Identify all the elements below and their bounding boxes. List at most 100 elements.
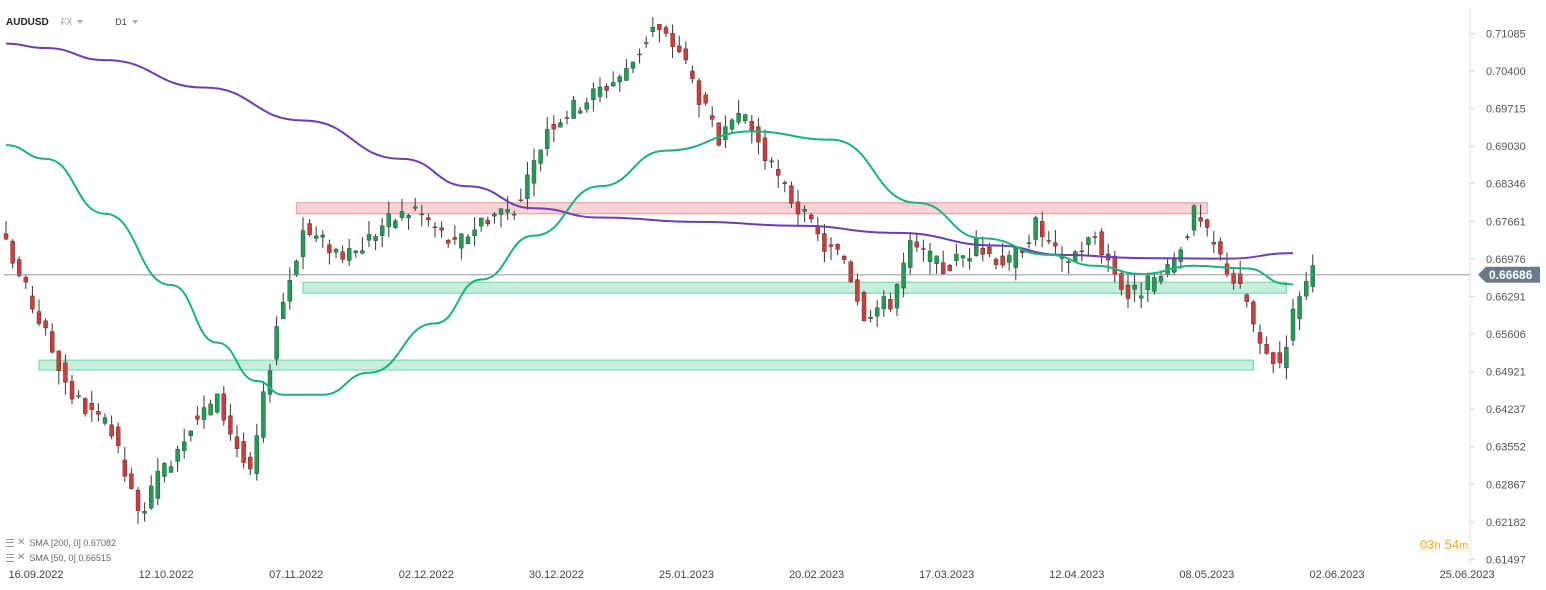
candle-body (380, 225, 385, 236)
candle-body (267, 370, 273, 395)
candle-body (934, 255, 939, 264)
candle-body (1152, 277, 1157, 292)
candle-body (353, 250, 358, 253)
candle-body (300, 230, 306, 257)
candle-body (1079, 250, 1085, 253)
candle-body (492, 214, 497, 217)
current-price-badge (1478, 266, 1540, 283)
candle-body (564, 117, 570, 119)
candle-body (914, 241, 919, 248)
x-tick-label: 16.09.2022 (8, 569, 63, 581)
candle-body (624, 68, 629, 81)
candle-body (281, 301, 286, 320)
candle-body (498, 208, 504, 215)
candle-body (1290, 308, 1296, 341)
candle-body (459, 233, 464, 249)
chart-header: AUDUSD FX D1 (6, 14, 138, 30)
current-price-label: 0.66686 (1489, 268, 1533, 282)
candle-body (769, 160, 774, 163)
candle-body (214, 393, 220, 413)
settings-icon[interactable] (6, 538, 14, 547)
candle-body (485, 219, 490, 225)
y-tick-label: 0.66976 (1486, 254, 1526, 266)
candle-body (894, 284, 900, 309)
x-tick-label: 20.02.2023 (789, 569, 844, 581)
y-tick-label: 0.65606 (1486, 329, 1526, 341)
candle-body (518, 199, 523, 202)
x-tick-label: 25.01.2023 (659, 569, 714, 581)
candle-body (512, 213, 517, 216)
candle-body (591, 88, 596, 100)
candle-body (465, 236, 471, 245)
candle-body (967, 258, 972, 262)
indicator-sma200[interactable]: ✕ SMA [200, 0] 0.67082 (6, 537, 116, 548)
candle-body (921, 248, 926, 250)
indicator-label: SMA [200, 0] 0.67082 (29, 537, 116, 548)
candle-body (188, 430, 194, 436)
candle-body (1158, 276, 1164, 282)
candle-body (1013, 247, 1018, 268)
candle-body (155, 470, 161, 499)
candle-body (1125, 284, 1131, 299)
candle-body (789, 185, 794, 204)
candle-body (644, 42, 649, 44)
candle-body (287, 280, 292, 302)
candle-body (729, 119, 735, 130)
y-tick-label: 0.61497 (1486, 554, 1526, 566)
candle-body (406, 215, 411, 219)
sma-200-line (5, 42, 1294, 260)
candle-body (716, 122, 721, 146)
y-tick-label: 0.63552 (1486, 442, 1526, 454)
symbol-selector[interactable]: AUDUSD (6, 16, 49, 28)
candle-body (43, 320, 48, 329)
candle-body (980, 248, 985, 255)
candle-body (36, 311, 42, 324)
candle-body (419, 213, 424, 216)
candle-body (69, 380, 75, 400)
candle-body (710, 115, 715, 120)
candle-body (30, 295, 35, 310)
settings-icon[interactable] (6, 553, 14, 562)
candle-body (115, 426, 121, 447)
candle-body (531, 160, 537, 184)
y-tick-label: 0.64237 (1486, 404, 1526, 416)
candle-body (604, 85, 609, 91)
close-icon[interactable]: ✕ (17, 537, 26, 548)
candle-body (538, 149, 543, 164)
x-tick-label: 12.10.2022 (139, 569, 194, 581)
candle-body (360, 250, 365, 254)
candle-body (56, 350, 61, 371)
candle-body (696, 80, 702, 105)
chevron-down-icon[interactable] (77, 20, 84, 24)
candle-body (954, 253, 959, 261)
candle-body (366, 234, 372, 241)
candle-body (571, 99, 576, 119)
candle-body (815, 227, 820, 235)
countdown-minutes: 54 (1444, 537, 1460, 552)
candle-body (1112, 255, 1118, 275)
indicator-sma50[interactable]: ✕ SMA [50, 0] 0.66515 (6, 552, 111, 563)
close-icon[interactable]: ✕ (17, 552, 26, 563)
candle-body (927, 250, 933, 262)
candle-body (868, 316, 873, 319)
candle-body (1237, 273, 1243, 284)
y-tick-label: 0.66291 (1486, 291, 1526, 303)
y-tick-label: 0.64921 (1486, 367, 1526, 379)
candle-body (835, 244, 840, 250)
timeframe-selector[interactable]: D1 (115, 17, 127, 27)
candle-body (1224, 263, 1230, 276)
candle-body (1310, 265, 1316, 287)
x-tick-label: 17.03.2023 (919, 569, 974, 581)
chevron-down-icon[interactable] (131, 20, 138, 24)
market-label: FX (60, 17, 73, 27)
candle-body (993, 258, 999, 265)
candle-body (1277, 352, 1283, 364)
candle-body (1138, 295, 1144, 299)
candle-body (234, 436, 240, 449)
candle-body (630, 61, 636, 69)
candle-body (393, 220, 398, 228)
candle-body (1072, 251, 1078, 262)
candle-body (1132, 284, 1137, 290)
candle-body (650, 27, 655, 32)
